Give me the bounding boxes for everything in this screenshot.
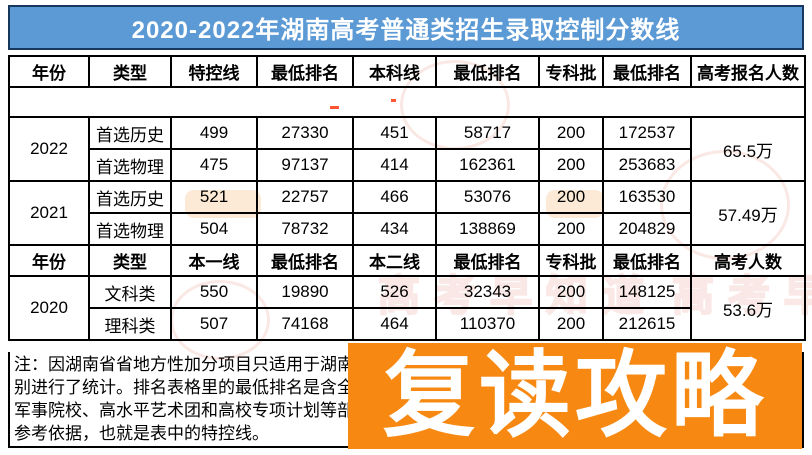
type-cell: 文科类: [88, 275, 172, 309]
footnote-line: 参考依据，也就是表中的特控线。: [14, 424, 269, 443]
value-cell: 19890: [256, 275, 354, 309]
value-cell: 200: [538, 148, 604, 182]
year-cell: 2020: [8, 275, 90, 341]
column-header: 本科线: [352, 55, 437, 88]
table-row: 首选物理 504 78732 434 138869 200 204829: [9, 212, 805, 246]
column-header: 特控线: [170, 55, 258, 88]
column-header: 最低排名: [256, 55, 354, 88]
year-cell: 2022: [8, 116, 90, 182]
column-header: 年份: [8, 55, 90, 88]
year-cell: 2021: [8, 180, 90, 246]
value-cell: 212615: [602, 307, 692, 341]
table-row: 2022 首选历史 499 27330 451 58717 200 172537…: [8, 116, 806, 182]
value-cell: 253683: [602, 148, 692, 182]
column-header: 本一线: [170, 244, 258, 277]
value-cell: 27330: [256, 116, 354, 150]
column-header: 高考人数: [690, 244, 806, 277]
header-row-1: 年份 类型 特控线 最低排名 本科线 最低排名 专科批 最低排名 高考报名人数: [8, 55, 806, 88]
candidates-cell: 53.6万: [690, 275, 806, 341]
column-header: 最低排名: [435, 244, 540, 277]
page-title: 2020-2022年湖南高考普通类招生录取控制分数线: [8, 5, 804, 50]
table-row: 理科类 507 74168 464 110370 200 212615: [9, 307, 805, 341]
value-cell: 53076: [435, 180, 540, 214]
type-cell: 首选历史: [88, 180, 172, 214]
value-cell: 464: [352, 307, 437, 341]
promo-banner: 复读攻略: [348, 343, 802, 449]
table-row: 2021 首选历史 521 22757 466 53076 200 163530…: [8, 180, 806, 246]
column-header: 最低排名: [602, 244, 692, 277]
column-header: 最低排名: [602, 55, 692, 88]
value-cell: 475: [170, 148, 258, 182]
type-cell: 理科类: [88, 307, 172, 341]
candidates-cell: 65.5万: [690, 116, 806, 182]
value-cell: 138869: [435, 212, 540, 246]
footnote-line: 别进行了统计。排名表格里的最低排名是含全国性和: [14, 378, 405, 397]
value-cell: 163530: [602, 180, 692, 214]
value-cell: 58717: [435, 116, 540, 150]
spacer-row: [8, 86, 806, 118]
value-cell: 200: [538, 116, 604, 150]
column-header: 类型: [88, 244, 172, 277]
value-cell: 162361: [435, 148, 540, 182]
value-cell: 200: [538, 180, 604, 214]
footnote-line: 军事院校、高水平艺术团和高校专项计划等部分特殊: [14, 401, 405, 420]
footnote: 注：因湖南省省地方性加分项目只适用于湖南省属高 别进行了统计。排名表格里的最低排…: [8, 352, 804, 448]
column-header: 最低排名: [435, 55, 540, 88]
column-header: 最低排名: [256, 244, 354, 277]
value-cell: 78732: [256, 212, 354, 246]
column-header: 专科批: [538, 55, 604, 88]
value-cell: 526: [352, 275, 437, 309]
promo-banner-text: 复读攻略: [382, 343, 767, 449]
value-cell: 504: [170, 212, 258, 246]
column-header: 高考报名人数: [690, 55, 806, 88]
value-cell: 200: [538, 307, 604, 341]
column-header: 类型: [88, 55, 172, 88]
value-cell: 74168: [256, 307, 354, 341]
value-cell: 466: [352, 180, 437, 214]
column-header: 专科批: [538, 244, 604, 277]
table-row: 首选物理 475 97137 414 162361 200 253683: [9, 148, 805, 182]
header-row-2: 年份 类型 本一线 最低排名 本二线 最低排名 专科批 最低排名 高考人数: [8, 244, 806, 277]
value-cell: 414: [352, 148, 437, 182]
value-cell: 110370: [435, 307, 540, 341]
value-cell: 172537: [602, 116, 692, 150]
value-cell: 499: [170, 116, 258, 150]
table-row: 2020 文科类 550 19890 526 32343 200 148125 …: [8, 275, 806, 341]
value-cell: 434: [352, 212, 437, 246]
empty-cell: [8, 86, 806, 118]
value-cell: 32343: [435, 275, 540, 309]
type-cell: 首选历史: [88, 116, 172, 150]
value-cell: 148125: [602, 275, 692, 309]
value-cell: 97137: [256, 148, 354, 182]
column-header: 本二线: [352, 244, 437, 277]
score-table: 年份 类型 特控线 最低排名 本科线 最低排名 专科批 最低排名 高考报名人数 …: [8, 55, 806, 341]
value-cell: 22757: [256, 180, 354, 214]
value-cell: 200: [538, 212, 604, 246]
value-cell: 204829: [602, 212, 692, 246]
value-cell: 451: [352, 116, 437, 150]
column-header: 年份: [8, 244, 90, 277]
candidates-cell: 57.49万: [690, 180, 806, 246]
value-cell: 521: [170, 180, 258, 214]
value-cell: 550: [170, 275, 258, 309]
type-cell: 首选物理: [88, 212, 172, 246]
type-cell: 首选物理: [88, 148, 172, 182]
value-cell: 200: [538, 275, 604, 309]
footnote-line: 注：因湖南省省地方性加分项目只适用于湖南省属高: [14, 355, 405, 374]
value-cell: 507: [170, 307, 258, 341]
